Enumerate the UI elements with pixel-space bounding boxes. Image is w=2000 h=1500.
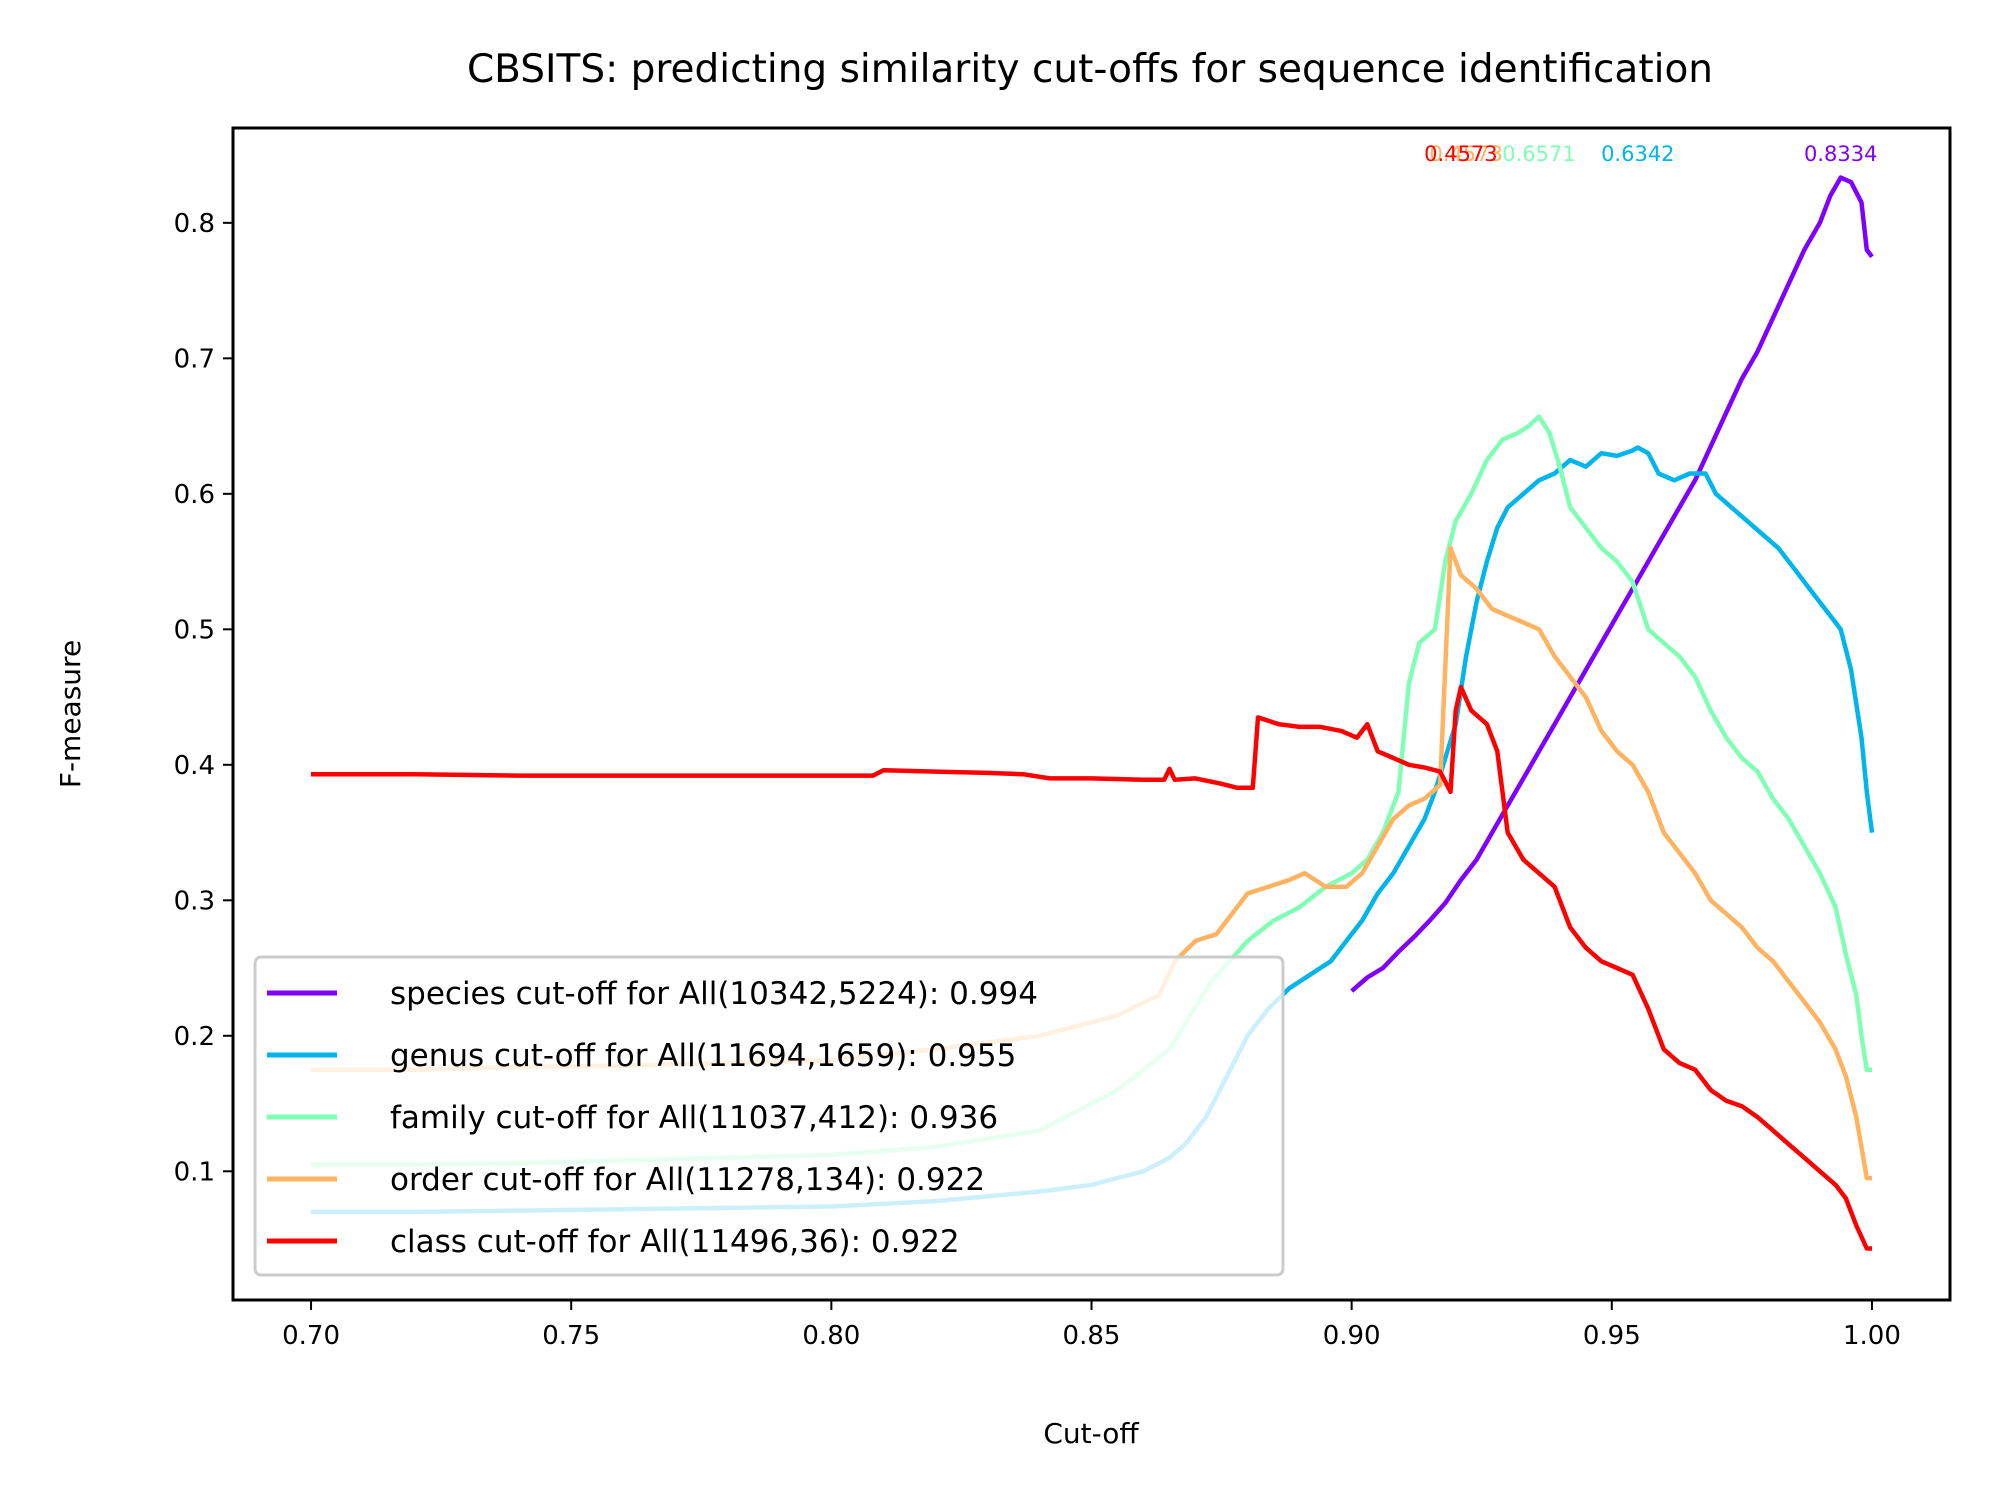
x-axis: 0.70 0.75 0.80 0.85 0.90 0.95 1.00 [282, 1300, 1901, 1351]
peak-label-1: 0.6342 [1601, 142, 1674, 166]
x-tick-label: 0.75 [542, 1321, 600, 1351]
peak-label-4: 0.4573 [1424, 142, 1497, 166]
x-tick-label: 0.95 [1583, 1321, 1641, 1351]
peak-label-3: 0.4573 [1429, 142, 1502, 166]
series-line-4 [311, 684, 1872, 1251]
y-tick-label: 0.3 [174, 886, 215, 916]
x-tick-label: 0.70 [282, 1321, 340, 1351]
chart-title: CBSITS: predicting similarity cut-offs f… [467, 47, 1713, 92]
x-axis-label: Cut-off [1043, 1417, 1139, 1450]
legend: species cut-off for All(10342,5224): 0.9… [253, 955, 1285, 1277]
y-tick-label: 0.6 [174, 480, 215, 510]
peak-label-0: 0.8334 [1804, 142, 1877, 166]
y-tick-label: 0.8 [174, 209, 215, 239]
legend-entry-0: species cut-off for All(10342,5224): 0.9… [390, 976, 1038, 1012]
legend-box [253, 955, 1285, 1277]
x-tick-label: 0.90 [1323, 1321, 1381, 1351]
series-line-0 [1350, 175, 1874, 993]
y-tick-label: 0.2 [174, 1022, 215, 1052]
legend-entry-3: order cut-off for All(11278,134): 0.922 [390, 1162, 985, 1198]
peak-label-2: 0.6571 [1502, 142, 1575, 166]
x-tick-label: 1.00 [1843, 1321, 1901, 1351]
y-tick-label: 0.4 [174, 751, 215, 781]
y-tick-label: 0.1 [174, 1157, 215, 1187]
y-tick-label: 0.5 [174, 615, 215, 645]
x-tick-label: 0.80 [802, 1321, 860, 1351]
y-axis-label: F-measure [54, 640, 87, 788]
legend-entry-2: family cut-off for All(11037,412): 0.936 [390, 1100, 998, 1136]
y-axis: 0.1 0.2 0.3 0.4 0.5 0.6 0.7 0.8 [174, 209, 233, 1187]
x-tick-label: 0.85 [1063, 1321, 1121, 1351]
legend-entry-1: genus cut-off for All(11694,1659): 0.955 [390, 1038, 1016, 1074]
legend-entry-4: class cut-off for All(11496,36): 0.922 [390, 1224, 960, 1260]
y-tick-label: 0.7 [174, 344, 215, 374]
